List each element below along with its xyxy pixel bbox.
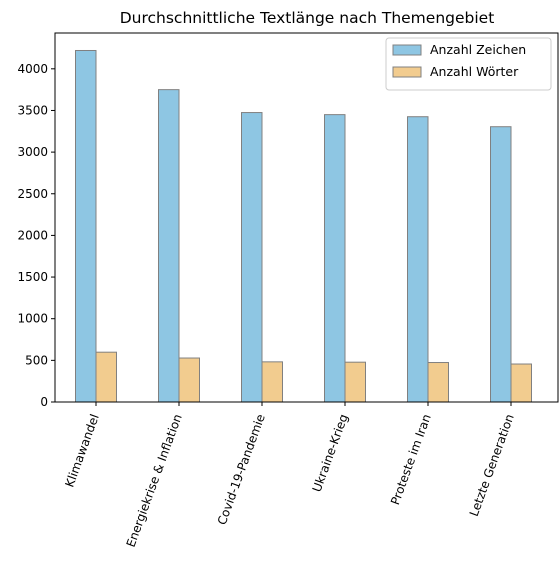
plot-frame <box>54 32 559 403</box>
y-tick-label: 2000 <box>17 228 48 242</box>
y-tick-label: 1500 <box>17 270 48 284</box>
legend-swatch <box>392 66 422 78</box>
x-tick-label: Klimawandel <box>62 412 101 489</box>
y-tick-label: 0 <box>40 395 48 409</box>
bar-woerter-5 <box>427 362 449 403</box>
x-tick-label: Letzte Generation <box>467 412 517 518</box>
bar-zeichen-2 <box>158 89 180 403</box>
legend-swatch <box>392 44 422 56</box>
y-tick-label: 3500 <box>17 103 48 117</box>
legend: Anzahl Zeichen Anzahl Wörter <box>385 37 552 91</box>
x-tick-label: Energiekrise & Inflation <box>124 412 185 549</box>
legend-box <box>385 37 552 91</box>
bar-zeichen-1 <box>75 49 97 403</box>
bar-woerter-2 <box>178 357 200 403</box>
y-tick-label: 4000 <box>17 62 48 76</box>
bar-woerter-4 <box>344 361 366 403</box>
bar-zeichen-3 <box>241 112 263 403</box>
bar-zeichen-5 <box>407 116 429 403</box>
y-tick-label: 500 <box>25 353 48 367</box>
y-tick-label: 3000 <box>17 145 48 159</box>
y-axis: 0 500 1000 1500 2000 2500 3000 3500 4000 <box>17 62 55 409</box>
bar-zeichen-4 <box>324 114 346 403</box>
bar-woerter-1 <box>95 351 117 403</box>
chart-title: Durchschnittliche Textlänge nach Themeng… <box>120 9 495 27</box>
bar-woerter-3 <box>261 361 283 403</box>
y-tick-label: 2500 <box>17 187 48 201</box>
legend-label: Anzahl Wörter <box>430 64 519 79</box>
legend-label: Anzahl Zeichen <box>430 42 526 57</box>
bars-group <box>75 49 532 403</box>
x-tick-label: Ukraine-Krieg <box>310 412 351 494</box>
x-tick-label: Covid-19-Pandemie <box>215 412 268 527</box>
y-tick-label: 1000 <box>17 312 48 326</box>
bar-zeichen-6 <box>490 126 512 403</box>
x-tick-label: Proteste im Iran <box>388 412 434 507</box>
bar-woerter-6 <box>510 363 532 403</box>
x-axis: Klimawandel Energiekrise & Inflation Covid… <box>62 402 517 549</box>
